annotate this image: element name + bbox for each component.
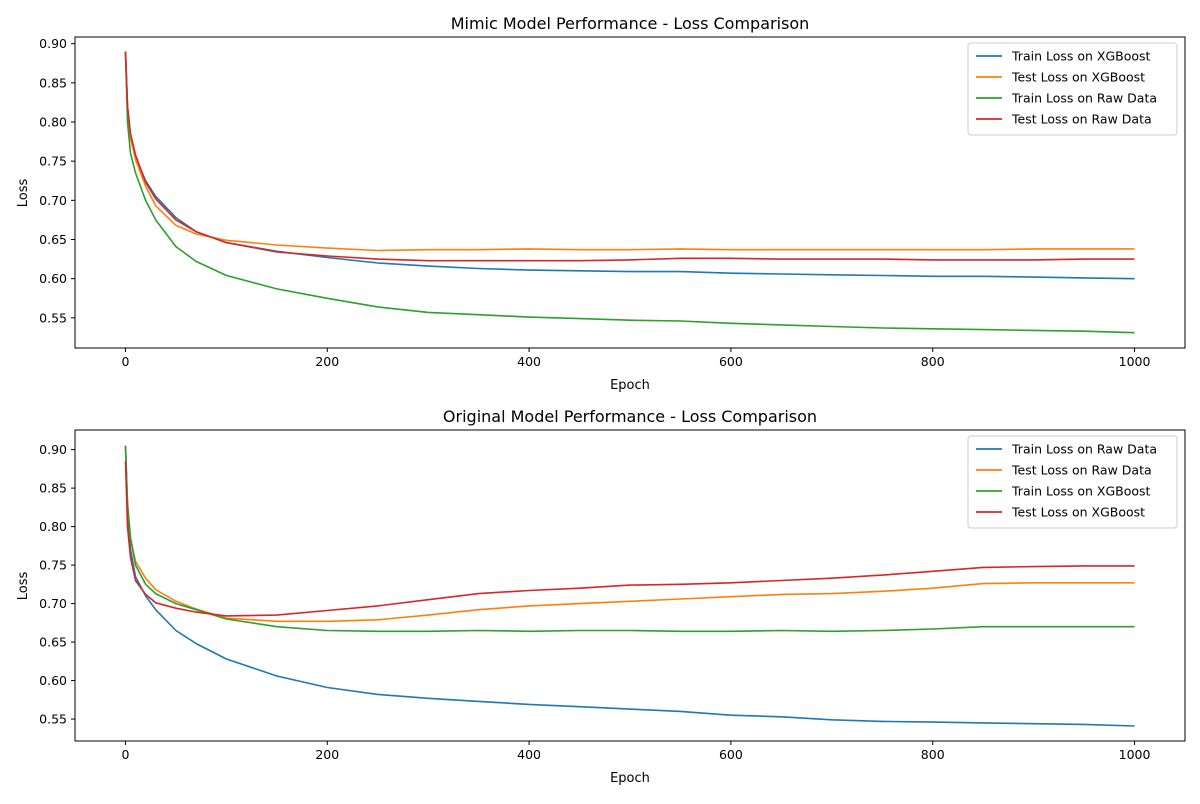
legend-label: Train Loss on Raw Data bbox=[1011, 91, 1157, 106]
legend: Train Loss on Raw Data Test Loss on Raw D… bbox=[967, 435, 1178, 529]
y-tick-label: 0.65 bbox=[39, 635, 67, 650]
x-tick-label: 200 bbox=[315, 747, 339, 762]
series-line bbox=[124, 445, 1135, 633]
legend-label: Test Loss on XGBoost bbox=[1011, 70, 1145, 85]
x-tick-label: 0 bbox=[121, 747, 129, 762]
mimic-loss-chart: Mimic Model Performance - Loss Compariso… bbox=[16, 14, 1186, 393]
legend-label: Train Loss on Raw Data bbox=[1011, 442, 1157, 457]
series-lines bbox=[124, 445, 1135, 727]
chart-title: Original Model Performance - Loss Compar… bbox=[443, 407, 817, 426]
legend-box bbox=[967, 42, 1178, 136]
series-line bbox=[124, 51, 1135, 252]
series-line bbox=[124, 51, 1135, 262]
y-tick-label: 0.80 bbox=[39, 114, 67, 129]
series-line bbox=[124, 461, 1135, 617]
y-tick-label: 0.60 bbox=[39, 673, 67, 688]
x-axis-label: Epoch bbox=[610, 771, 650, 786]
y-tick-label: 0.90 bbox=[39, 36, 67, 51]
series-line bbox=[124, 51, 1135, 334]
series-line bbox=[124, 445, 1135, 727]
plot-frame bbox=[74, 429, 1186, 742]
series-line bbox=[124, 51, 1135, 280]
chart-title: Mimic Model Performance - Loss Compariso… bbox=[451, 14, 810, 33]
y-tick-label: 0.55 bbox=[39, 712, 67, 727]
x-tick-label: 200 bbox=[315, 354, 339, 369]
y-tick-label: 0.70 bbox=[39, 193, 67, 208]
legend: Train Loss on XGBoost Test Loss on XGBoos… bbox=[967, 42, 1178, 136]
original-loss-chart: Original Model Performance - Loss Compar… bbox=[16, 407, 1186, 786]
series-lines bbox=[124, 51, 1135, 334]
x-tick-label: 800 bbox=[921, 747, 945, 762]
x-tick-label: 600 bbox=[719, 747, 743, 762]
plot-frame bbox=[74, 36, 1186, 349]
legend-label: Train Loss on XGBoost bbox=[1011, 49, 1151, 64]
y-tick-label: 0.60 bbox=[39, 271, 67, 286]
y-tick-label: 0.85 bbox=[39, 75, 67, 90]
x-tick-label: 0 bbox=[121, 354, 129, 369]
y-axis-label: Loss bbox=[16, 572, 31, 601]
axis-ticks: 0 200 400 600 800 1000 0.55 0.60 0.65 0.70 0.75 0.8… bbox=[39, 442, 1150, 762]
axis-ticks: 0 200 400 600 800 1000 0.55 0.60 0.65 0.70 0.75 0.8… bbox=[39, 36, 1150, 369]
y-tick-label: 0.75 bbox=[39, 154, 67, 169]
y-tick-label: 0.85 bbox=[39, 481, 67, 496]
y-tick-label: 0.65 bbox=[39, 232, 67, 247]
y-tick-label: 0.75 bbox=[39, 558, 67, 573]
legend-label: Test Loss on XGBoost bbox=[1011, 505, 1145, 520]
x-tick-label: 400 bbox=[517, 354, 541, 369]
x-tick-label: 400 bbox=[517, 747, 541, 762]
y-tick-label: 0.90 bbox=[39, 442, 67, 457]
x-tick-label: 1000 bbox=[1119, 354, 1151, 369]
y-tick-label: 0.80 bbox=[39, 519, 67, 534]
legend-label: Train Loss on XGBoost bbox=[1011, 484, 1151, 499]
legend-label: Test Loss on Raw Data bbox=[1011, 112, 1152, 127]
x-tick-label: 1000 bbox=[1119, 747, 1151, 762]
legend-box bbox=[967, 435, 1178, 529]
y-tick-label: 0.70 bbox=[39, 596, 67, 611]
y-tick-label: 0.55 bbox=[39, 310, 67, 325]
y-axis-label: Loss bbox=[16, 179, 31, 208]
x-tick-label: 800 bbox=[921, 354, 945, 369]
x-tick-label: 600 bbox=[719, 354, 743, 369]
series-line bbox=[124, 445, 1135, 623]
legend-label: Test Loss on Raw Data bbox=[1011, 463, 1152, 478]
x-axis-label: Epoch bbox=[610, 378, 650, 393]
